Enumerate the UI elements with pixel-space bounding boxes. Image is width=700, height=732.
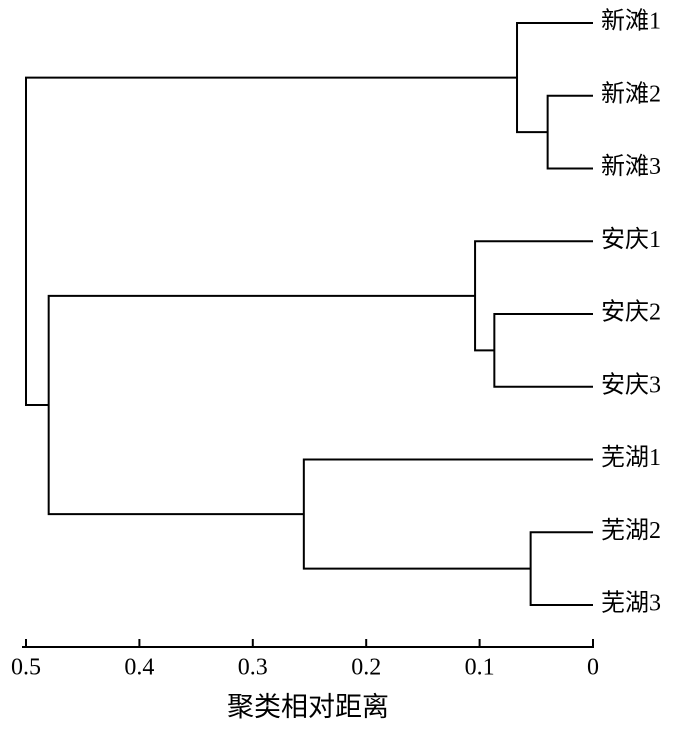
leaf-label: 新滩3 [601, 153, 661, 180]
x-axis-label: 聚类相对距离 [227, 692, 389, 722]
dendrogram-link [546, 94, 593, 170]
dendrogram-link [47, 294, 476, 516]
x-tick-label: 0.1 [465, 655, 495, 681]
dendrogram-link [302, 458, 593, 570]
dendrogram-link [474, 240, 593, 352]
leaf-label: 芜湖2 [601, 517, 661, 544]
dendrogram-link [25, 76, 518, 406]
leaf-label: 芜湖1 [601, 444, 661, 471]
dendrogram-link [529, 531, 593, 606]
leaf-label: 芜湖3 [601, 590, 661, 617]
x-tick-label: 0.2 [351, 655, 381, 681]
x-tick-label: 0.4 [124, 655, 154, 681]
leaf-label: 安庆1 [601, 226, 661, 253]
leaf-label: 新滩2 [601, 80, 661, 107]
x-tick-label: 0.5 [11, 655, 41, 681]
leaf-label: 安庆3 [601, 371, 661, 398]
x-tick-label: 0 [587, 655, 599, 681]
dendrogram-link [516, 22, 593, 134]
leaf-label: 新滩1 [601, 8, 661, 35]
x-tick-label: 0.3 [238, 655, 268, 681]
leaf-label: 安庆2 [601, 299, 661, 326]
dendrogram-link [493, 313, 593, 388]
